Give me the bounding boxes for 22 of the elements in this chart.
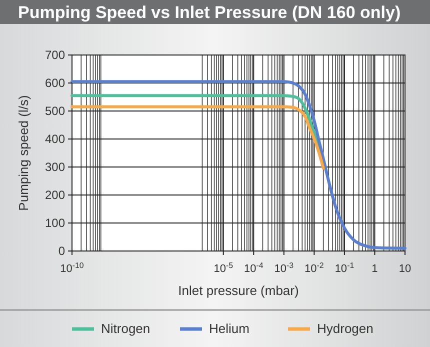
legend-label: Hydrogen (317, 321, 374, 336)
y-tick-label: 500 (44, 104, 66, 118)
x-tick-label: 10$^{-5}$ (214, 260, 234, 275)
x-tick-label: 10$^{-10}$ (60, 260, 84, 275)
y-axis-title: Pumping speed (l/s) (16, 95, 31, 211)
x-tick-label: 10$^{-2}$ (304, 260, 324, 275)
x-tick-label: 10 (398, 263, 412, 275)
x-tick-label: 1 (372, 263, 378, 275)
x-tick-label: 10$^{-4}$ (244, 260, 264, 275)
y-tick-label: 400 (44, 132, 66, 146)
x-tick-label: 10$^{-3}$ (274, 260, 294, 275)
y-tick-label: 100 (44, 216, 66, 230)
chart-title: Pumping Speed vs Inlet Pressure (DN 160 only) (18, 3, 401, 22)
legend-label: Nitrogen (101, 321, 150, 336)
legend-label: Helium (209, 321, 250, 336)
y-tick-label: 600 (44, 76, 66, 90)
y-tick-label: 0 (58, 244, 66, 258)
x-axis-title: Inlet pressure (mbar) (178, 283, 299, 298)
y-tick-label: 300 (44, 160, 66, 174)
y-tick-label: 200 (44, 188, 66, 202)
x-tick-label: 10$^{-1}$ (334, 260, 355, 275)
y-tick-label: 700 (44, 48, 66, 62)
